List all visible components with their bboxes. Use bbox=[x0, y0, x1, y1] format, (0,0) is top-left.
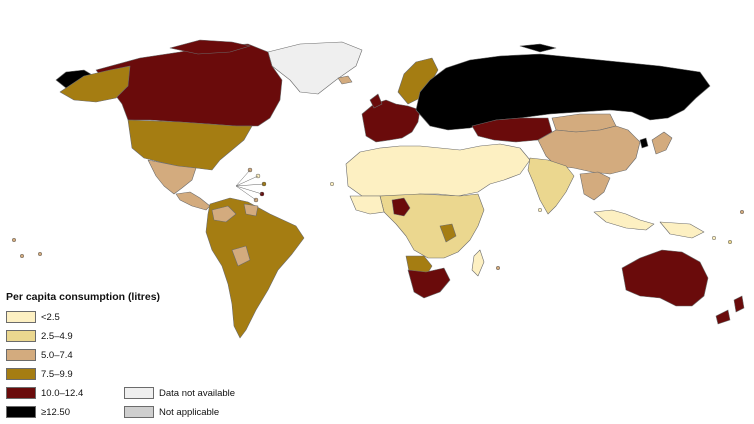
legend-label: Data not available bbox=[159, 387, 236, 399]
region-australia bbox=[621, 249, 709, 307]
region-nigeria bbox=[391, 197, 411, 217]
island-dot bbox=[739, 209, 745, 215]
legend-swatch bbox=[124, 406, 154, 418]
region-south-america bbox=[231, 245, 251, 267]
island-dot bbox=[11, 237, 17, 243]
legend-label: 7.5–9.9 bbox=[41, 368, 73, 380]
legend-swatch bbox=[6, 368, 36, 380]
legend-item-7-5-to-9-9: 7.5–9.9 bbox=[6, 367, 73, 381]
region-japan bbox=[651, 131, 673, 155]
legend-item-not-applicable: Not applicable bbox=[124, 405, 219, 419]
island-dot bbox=[329, 181, 335, 187]
island-dot bbox=[19, 253, 25, 259]
island-dot bbox=[727, 239, 733, 245]
legend-label: 5.0–7.4 bbox=[41, 349, 73, 361]
legend-label: Not applicable bbox=[159, 406, 220, 418]
region-indonesia bbox=[593, 209, 655, 231]
region-south-america bbox=[243, 203, 259, 217]
legend-label: ≥12.50 bbox=[41, 406, 70, 418]
legend-swatch bbox=[6, 330, 36, 342]
region-mexico bbox=[147, 159, 197, 195]
legend-item-10-0-to-12-4: 10.0–12.4 bbox=[6, 386, 83, 400]
legend-item-2-5-to-4-9: 2.5–4.9 bbox=[6, 329, 73, 343]
region-central-africa bbox=[349, 195, 385, 215]
region-south-america bbox=[211, 205, 237, 223]
region-southeast-asia bbox=[579, 171, 611, 201]
region-united-states bbox=[127, 119, 253, 171]
region-greenland bbox=[267, 41, 363, 95]
legend-item-12-5-plus: ≥12.50 bbox=[6, 405, 70, 419]
region-central-america bbox=[175, 191, 211, 211]
region-central-africa bbox=[439, 223, 457, 243]
legend-title: Per capita consumption (litres) bbox=[6, 291, 161, 303]
island-dot bbox=[537, 207, 543, 213]
region-indonesia bbox=[659, 221, 705, 239]
legend-swatch bbox=[124, 387, 154, 399]
legend-swatch bbox=[6, 387, 36, 399]
region-new-zealand bbox=[733, 295, 745, 313]
region-madagascar bbox=[471, 249, 485, 277]
region-western-europe bbox=[361, 99, 421, 143]
region-new-zealand bbox=[715, 309, 731, 325]
region-south-america bbox=[205, 197, 305, 339]
legend-label: 2.5–4.9 bbox=[41, 330, 73, 342]
map-legend: Per capita consumption (litres) <2.5 2.5… bbox=[6, 291, 266, 421]
island-dot bbox=[711, 235, 717, 241]
region-iceland bbox=[337, 75, 353, 85]
legend-label: <2.5 bbox=[41, 311, 60, 323]
legend-item-data-not-available: Data not available bbox=[124, 386, 235, 400]
region-india bbox=[527, 157, 575, 215]
legend-swatch bbox=[6, 311, 36, 323]
legend-item-under-2-5: <2.5 bbox=[6, 310, 60, 324]
region-united-states bbox=[59, 65, 131, 103]
region-southern-africa bbox=[407, 267, 451, 299]
legend-swatch bbox=[6, 406, 36, 418]
island-dot bbox=[495, 265, 501, 271]
region-russia bbox=[519, 43, 557, 53]
region-south-korea bbox=[639, 137, 649, 149]
legend-label: 10.0–12.4 bbox=[41, 387, 84, 399]
legend-swatch bbox=[6, 349, 36, 361]
region-western-europe bbox=[369, 93, 383, 109]
island-dot bbox=[37, 251, 43, 257]
region-scandinavia bbox=[397, 57, 439, 105]
region-north-africa-middle-east bbox=[345, 143, 531, 197]
legend-item-5-0-to-7-4: 5.0–7.4 bbox=[6, 348, 73, 362]
region-canada bbox=[169, 39, 251, 55]
